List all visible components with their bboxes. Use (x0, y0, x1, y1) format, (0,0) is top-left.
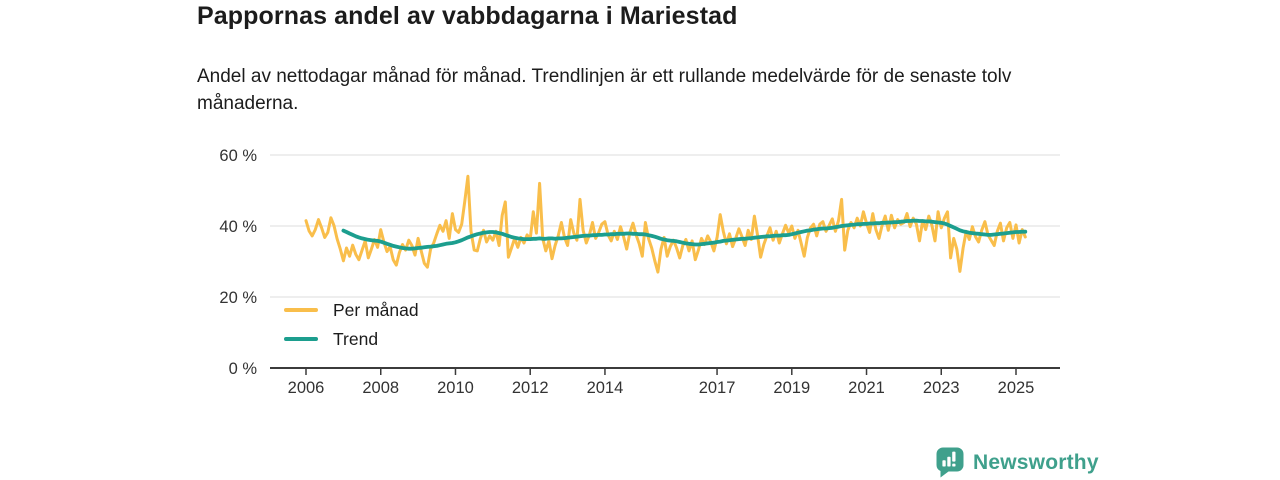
legend-item-per-manad: Per månad (284, 299, 419, 321)
chart-subtitle: Andel av nettodagar månad för månad. Tre… (197, 66, 1012, 114)
x-axis-label: 2021 (848, 379, 885, 397)
y-axis-label: 40 % (219, 218, 257, 236)
trend-line-swatch (284, 337, 318, 341)
chart-legend: Per månad Trend (284, 299, 419, 350)
x-axis-label: 2023 (923, 379, 960, 397)
x-axis-label: 2012 (512, 379, 549, 397)
y-axis-label: 0 % (229, 360, 258, 378)
page-title: Pappornas andel av vabbdagarna i Mariest… (197, 2, 738, 30)
per-manad-line (304, 174, 1027, 274)
x-axis-label: 2014 (587, 379, 624, 397)
bar-chart-bubble-icon (936, 447, 964, 478)
legend-label-per-manad: Per månad (333, 300, 419, 320)
y-axis-label: 60 % (219, 147, 257, 165)
x-axis-label: 2006 (288, 379, 325, 397)
x-axis-label: 2025 (998, 379, 1035, 397)
trend-line (341, 218, 1028, 251)
x-axis-label: 2008 (362, 379, 399, 397)
brand-name: Newsworthy (973, 450, 1099, 474)
y-axis-label: 20 % (219, 289, 257, 307)
x-axis-label: 2019 (773, 379, 810, 397)
per-manad-line-swatch (284, 308, 318, 312)
legend-item-trend: Trend (284, 328, 419, 350)
legend-label-trend: Trend (333, 329, 379, 349)
x-axis-label: 2017 (699, 379, 736, 397)
x-axis-label: 2010 (437, 379, 474, 397)
newsworthy-logo: Newsworthy (936, 447, 1099, 478)
